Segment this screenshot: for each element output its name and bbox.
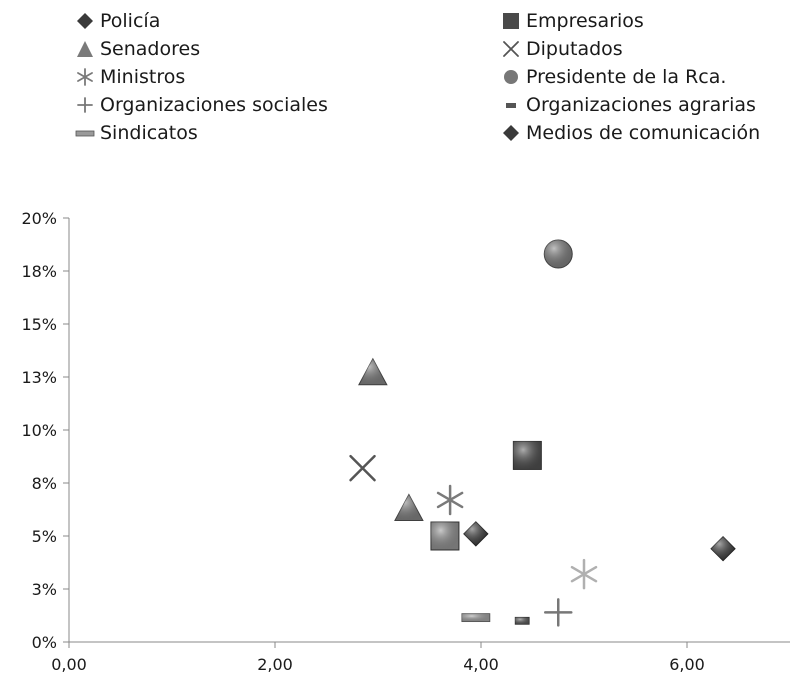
y-tick-label: 18%	[21, 262, 57, 281]
diamond-marker-icon	[503, 125, 519, 141]
legend-label: Organizaciones agrarias	[526, 94, 756, 116]
data-point	[710, 536, 736, 562]
legend-item-policia: Policía	[74, 8, 160, 34]
legend-item-empresarios: Empresarios	[500, 8, 644, 34]
data-point-shading	[394, 494, 423, 521]
legend-item-medios: Medios de comunicación	[500, 120, 760, 146]
data-point	[394, 493, 424, 521]
legend-label: Ministros	[100, 66, 186, 88]
star-marker-stroke	[570, 565, 598, 583]
data-point-shading	[515, 617, 530, 625]
triangle-marker-icon	[77, 41, 93, 57]
x-marker-stroke	[349, 454, 376, 482]
y-tick-label: 10%	[21, 421, 57, 440]
y-tick-label: 3%	[32, 580, 57, 599]
star-marker-stroke	[436, 491, 464, 509]
x-marker-icon	[503, 41, 519, 57]
data-point-shading	[513, 441, 542, 470]
data-point-shading	[461, 613, 490, 622]
legend-item-presidente: Presidente de la Rca.	[500, 64, 726, 90]
data-point	[349, 454, 376, 482]
bar-marker-icon	[75, 130, 95, 137]
data-point	[430, 521, 460, 551]
data-point-shading	[358, 358, 387, 385]
y-tick-label: 5%	[32, 527, 57, 546]
data-point	[544, 598, 573, 627]
asterisk-marker-icon	[77, 68, 93, 86]
legend-label: Medios de comunicación	[526, 122, 761, 144]
legend-label: Diputados	[526, 38, 623, 60]
data-point	[436, 484, 464, 516]
data-point	[543, 239, 573, 269]
x-tick-label: 0,00	[51, 655, 87, 674]
legend-item-diputados: Diputados	[500, 36, 623, 62]
chart-legend: Policía Senadores Ministros Organizacion…	[0, 0, 790, 160]
y-tick-label: 15%	[21, 315, 57, 334]
legend-label: Senadores	[100, 38, 201, 60]
diamond-marker-icon	[77, 13, 93, 29]
data-point-shading	[463, 521, 488, 546]
data-points	[349, 239, 736, 627]
data-point	[514, 616, 530, 625]
legend-item-ministros: Ministros	[74, 64, 185, 90]
data-point	[570, 558, 598, 590]
legend-label: Organizaciones sociales	[100, 94, 328, 116]
x-tick-label: 4,00	[463, 655, 499, 674]
plus-marker-icon	[77, 97, 93, 113]
y-tick-label: 8%	[32, 474, 57, 493]
x-tick-label: 2,00	[257, 655, 293, 674]
data-point	[461, 613, 491, 623]
data-point	[512, 440, 542, 470]
legend-label: Empresarios	[526, 10, 644, 32]
data-point-shading	[544, 240, 573, 269]
legend-label: Policía	[100, 10, 161, 32]
legend-item-organizaciones-sociales: Organizaciones sociales	[74, 92, 328, 118]
data-point	[358, 357, 388, 386]
data-point-shading	[430, 522, 459, 550]
dash-marker-icon	[506, 103, 516, 108]
circle-marker-icon	[504, 70, 518, 84]
y-tick-label: 0%	[32, 633, 57, 652]
legend-item-senadores: Senadores	[74, 36, 200, 62]
y-tick-label: 20%	[21, 209, 57, 228]
x-tick-label: 6,00	[669, 655, 705, 674]
y-tick-label: 13%	[21, 368, 57, 387]
legend-label: Sindicatos	[100, 122, 198, 144]
legend-item-sindicatos: Sindicatos	[74, 120, 198, 146]
legend-item-organizaciones-agrarias: Organizaciones agrarias	[500, 92, 756, 118]
data-point-shading	[711, 536, 736, 561]
data-point	[463, 521, 489, 547]
square-marker-icon	[503, 13, 519, 29]
legend-label: Presidente de la Rca.	[526, 66, 727, 88]
axes: 0% 3% 5% 8% 10% 13% 15% 18% 20% 0,00 2,00 4,00 6,00	[21, 209, 790, 674]
